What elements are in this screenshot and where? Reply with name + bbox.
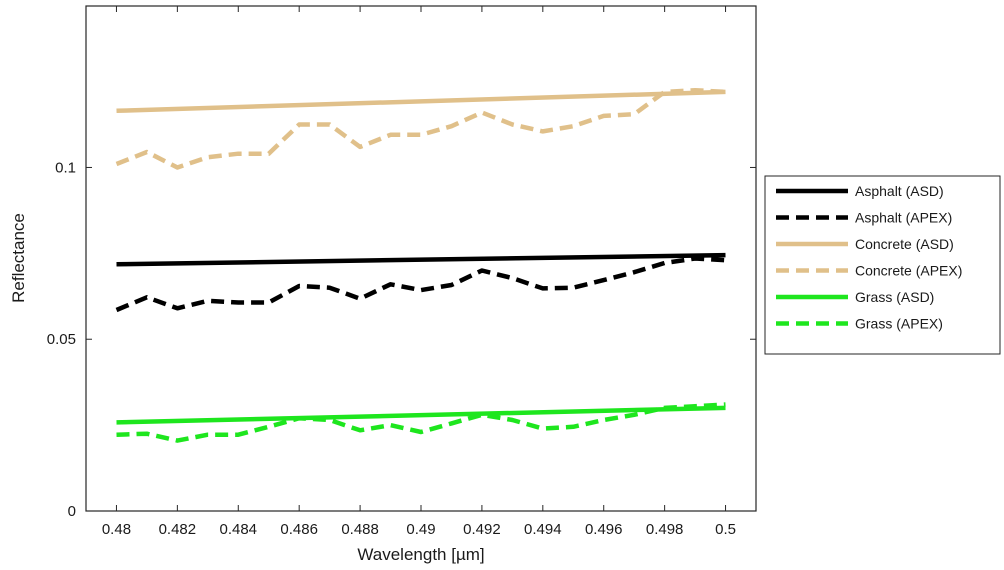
legend-label: Concrete (APEX) — [855, 263, 962, 279]
legend-label: Asphalt (ASD) — [855, 183, 944, 199]
legend-label: Concrete (ASD) — [855, 236, 954, 252]
x-tick-label: 0.498 — [646, 521, 684, 538]
y-axis-label: Reflectance — [9, 213, 28, 303]
x-tick-label: 0.49 — [406, 521, 435, 538]
series-line-asphalt-apex — [115, 256, 726, 313]
legend-label: Asphalt (APEX) — [855, 210, 952, 226]
y-tick-label: 0.05 — [47, 331, 76, 348]
x-tick-label: 0.492 — [463, 521, 501, 538]
axis-ticks: 0.48 0.482 0.484 0.486 0.488 0.49 0.492 0.494 0.… — [47, 6, 756, 538]
series-line-concrete-asd — [116, 89, 726, 114]
series-line-grass-apex — [116, 402, 726, 443]
series-line-grass-asd — [116, 405, 726, 425]
x-tick-label: 0.488 — [341, 521, 379, 538]
y-tick-label: 0 — [68, 503, 76, 520]
y-tick-label: 0.1 — [55, 159, 76, 176]
series-lines — [115, 87, 726, 443]
x-tick-label: 0.48 — [102, 521, 131, 538]
legend: Asphalt (ASD) Asphalt (APEX) Concrete (ASD… — [764, 175, 1001, 355]
x-tick-label: 0.494 — [524, 521, 562, 538]
legend-label: Grass (ASD) — [855, 289, 934, 305]
legend-label: Grass (APEX) — [855, 316, 943, 332]
series-line-concrete-apex — [115, 87, 726, 170]
x-tick-label: 0.486 — [280, 521, 318, 538]
x-tick-label: 0.484 — [219, 521, 257, 538]
x-tick-label: 0.5 — [715, 521, 736, 538]
x-tick-label: 0.482 — [159, 521, 197, 538]
x-tick-label: 0.496 — [585, 521, 623, 538]
series-line-asphalt-asd — [116, 252, 726, 267]
x-axis-label: Wavelength [µm] — [357, 545, 484, 564]
